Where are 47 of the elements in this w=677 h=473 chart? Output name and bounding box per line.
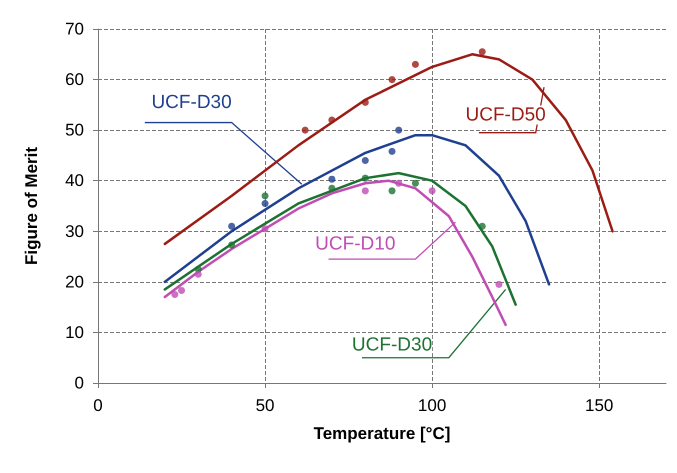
text: UCF-D30 [151,92,232,113]
point [428,187,436,194]
x-tick-label: 0 [93,396,103,415]
point [388,187,396,194]
point [302,126,309,134]
y-tick-label: 20 [65,272,84,292]
line-series [164,172,517,306]
point [362,187,369,194]
point [388,76,396,84]
point [412,180,419,187]
series-label: UCF-D10 [315,233,396,254]
point [412,60,419,68]
point [495,280,502,288]
point [362,98,369,106]
series-label: UCF-D50 [466,104,546,126]
point [478,48,486,56]
line-series [164,179,507,326]
y-tick-label: 40 [65,171,84,190]
point [362,174,369,182]
y-axis-title: Figure of Merit [22,146,41,266]
x-tick-label: 50 [256,396,275,415]
y-tick-label: 0 [74,374,84,392]
point [328,184,336,192]
y-tick-label: 30 [65,222,84,241]
point [171,291,178,298]
point [228,241,236,248]
point [262,200,269,207]
y-tick-label: 10 [65,322,84,342]
point [328,116,336,124]
x-axis-title: Temperature [°C] [314,424,450,443]
point [362,156,369,164]
point [178,286,186,294]
x-tick-label: 100 [418,396,446,415]
point [262,225,269,232]
y-tick-label: 50 [65,120,84,140]
point [262,192,269,200]
point [194,270,202,278]
y-tick-label: 70 [65,20,84,38]
point [395,126,402,134]
point [328,176,336,183]
text: UCF-D30 [352,334,432,356]
point [228,222,236,230]
x-tick-label: 150 [584,396,614,415]
point [395,180,402,187]
y-tick-label: 60 [65,70,84,90]
point [478,222,486,230]
point [388,148,396,155]
